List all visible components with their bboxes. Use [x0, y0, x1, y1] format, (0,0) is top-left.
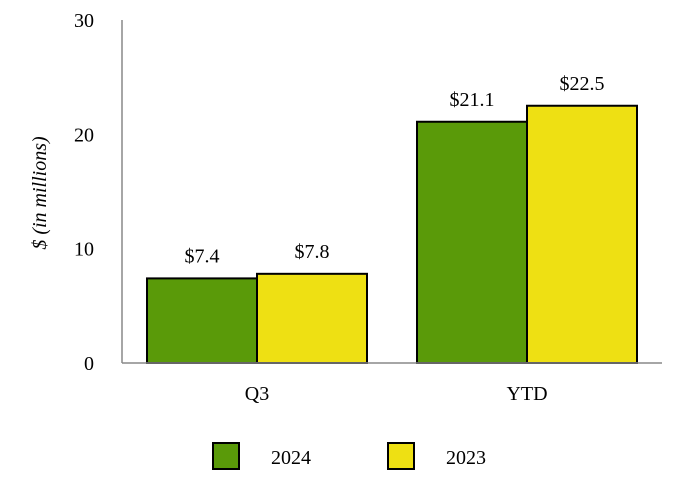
x-category-label: Q3 [245, 383, 269, 405]
x-axis-categories: Q3 YTD [245, 383, 548, 405]
y-tick-label: 10 [74, 239, 94, 261]
legend-label-2023: 2023 [446, 447, 486, 469]
y-tick-label: 0 [84, 353, 94, 375]
bar-2024-ytd [416, 120, 528, 364]
data-labels: $7.4 $7.8 $21.1 $22.5 [185, 73, 605, 268]
bar-2024-q3 [146, 277, 258, 365]
data-label: $21.1 [450, 89, 495, 111]
y-tick-label: 30 [74, 10, 94, 32]
y-tick-label: 20 [74, 124, 94, 146]
data-label: $22.5 [560, 73, 605, 95]
bars [146, 104, 638, 365]
legend-label-2024: 2024 [271, 447, 311, 469]
y-axis-title: $ (in millions) [29, 136, 51, 250]
legend: 2024 2023 [212, 442, 486, 470]
bar-2023-q3 [256, 272, 368, 365]
data-label: $7.4 [185, 245, 220, 267]
bar-2023-ytd [526, 104, 638, 364]
legend-swatch-2023 [387, 442, 415, 470]
y-axis-ticks: 0 10 20 30 [74, 10, 94, 375]
x-category-label: YTD [506, 383, 547, 405]
legend-swatch-2024 [212, 442, 240, 470]
data-label: $7.8 [295, 241, 330, 263]
